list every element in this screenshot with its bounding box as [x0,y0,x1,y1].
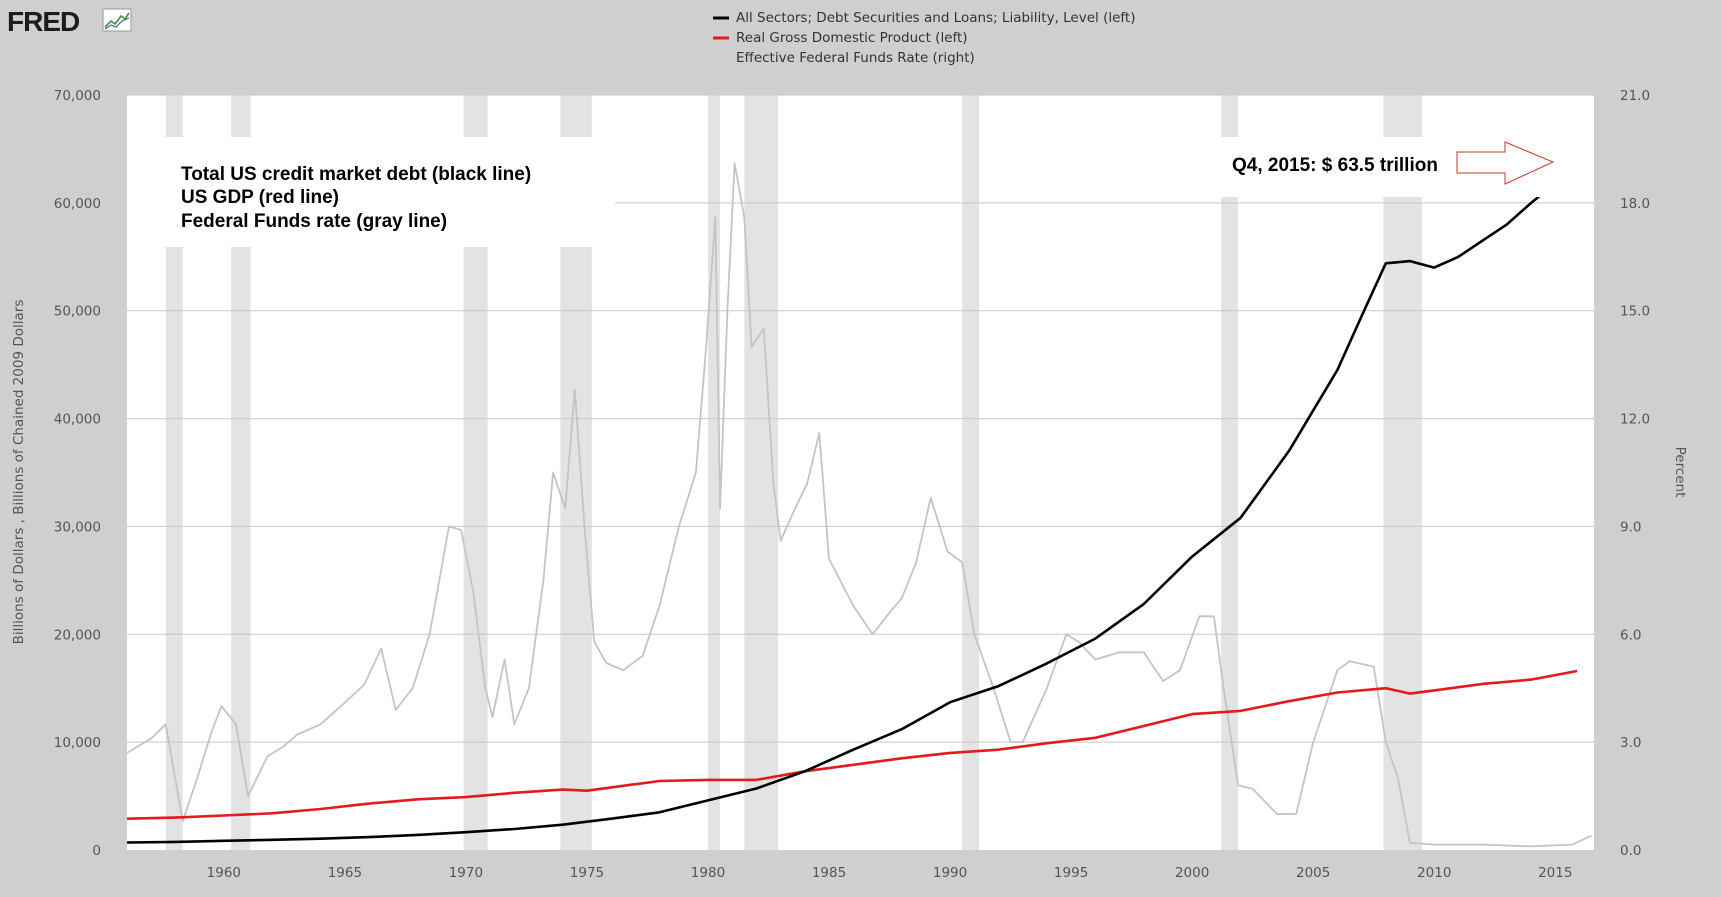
y-left-tick-label: 60,000 [54,196,101,212]
legend: All Sectors; Debt Securities and Loans; … [713,10,1135,66]
x-tick-label: 1960 [207,865,241,881]
x-tick-label: 1970 [449,865,483,881]
logo-text: FRED [7,6,80,37]
y-axis-right-title: Percent [1672,447,1688,498]
y-left-tick-label: 0 [92,843,101,859]
annotation-line-gdp: US GDP (red line) [181,187,339,208]
x-tick-label: 1980 [691,865,725,881]
recession-band [165,95,183,850]
y-right-tick-label: 21.0 [1620,88,1650,104]
x-tick-label: 2015 [1538,865,1572,881]
y-left-tick-label: 20,000 [54,627,101,643]
y-left-tick-label: 40,000 [54,412,101,428]
series-layer [126,162,1592,848]
series-line-1 [126,669,1578,820]
legend-item-1[interactable]: Real Gross Domestic Product (left) [736,30,968,46]
x-tick-label: 1985 [812,865,846,881]
y-left-tick-label: 30,000 [54,519,101,535]
y-right-tick-label: 18.0 [1620,196,1650,212]
recession-band [707,95,721,850]
x-tick-label: 2005 [1296,865,1330,881]
x-tick-label: 2000 [1175,865,1209,881]
legend-item-0[interactable]: All Sectors; Debt Securities and Loans; … [736,10,1135,26]
x-tick-label: 1975 [570,865,604,881]
x-tick-label: 2010 [1417,865,1451,881]
x-tick-label: 1990 [933,865,967,881]
y-left-tick-label: 50,000 [54,304,101,320]
x-axis: 1960 1965 1970 1975 1980 1985 1990 1995 2000 2005… [207,865,1573,881]
legend-item-2[interactable]: Effective Federal Funds Rate (right) [736,50,975,66]
y-right-tick-label: 6.0 [1620,627,1641,643]
y-axis-right: 0.0 3.0 6.0 9.0 12.0 15.0 18.0 21.0 [1620,88,1650,859]
recession-band [1221,95,1239,850]
annotation-line-fedfunds: Federal Funds rate (gray line) [181,211,447,232]
y-right-tick-label: 12.0 [1620,412,1650,428]
series-line-2 [126,162,1592,848]
callout-arrow-icon [1456,141,1555,185]
annotation-box-left [127,137,615,247]
y-right-tick-label: 0.0 [1620,843,1641,859]
fred-logo[interactable]: FRED [7,6,132,37]
annotation-callout: Q4, 2015: $ 63.5 trillion [1232,155,1438,176]
y-axis-left-title: Billions of Dollars , Billions of Chaine… [11,300,27,645]
y-right-tick-label: 15.0 [1620,304,1650,320]
fred-chart-logo-icon [102,8,132,32]
y-right-tick-label: 9.0 [1620,519,1641,535]
x-tick-label: 1965 [328,865,362,881]
y-left-tick-label: 70,000 [54,88,101,104]
recession-band [231,95,251,850]
series-line-0 [126,164,1578,844]
recession-band [962,95,980,850]
recession-band [1383,95,1423,850]
annotation-line-debt: Total US credit market debt (black line) [181,164,531,185]
x-tick-label: 1995 [1054,865,1088,881]
y-left-tick-label: 10,000 [54,735,101,751]
y-right-tick-label: 3.0 [1620,735,1641,751]
y-axis-left: 0 10,000 20,000 30,000 40,000 50,000 60,000 70,… [54,88,101,859]
